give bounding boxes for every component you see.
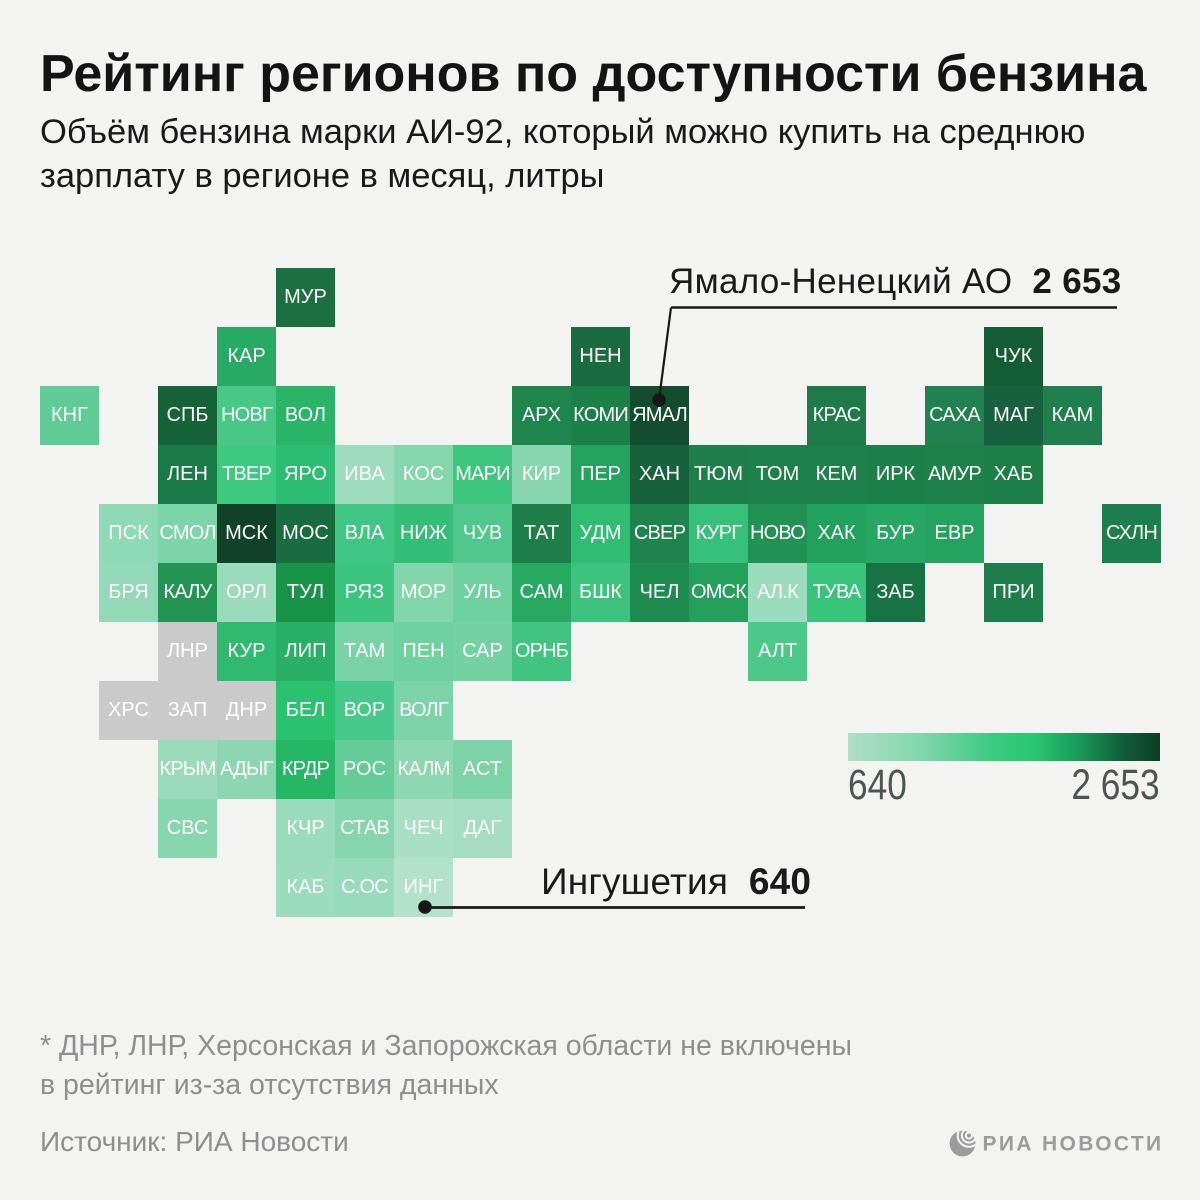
svg-text:РИА НОВОСТИ: РИА НОВОСТИ: [983, 1132, 1164, 1155]
